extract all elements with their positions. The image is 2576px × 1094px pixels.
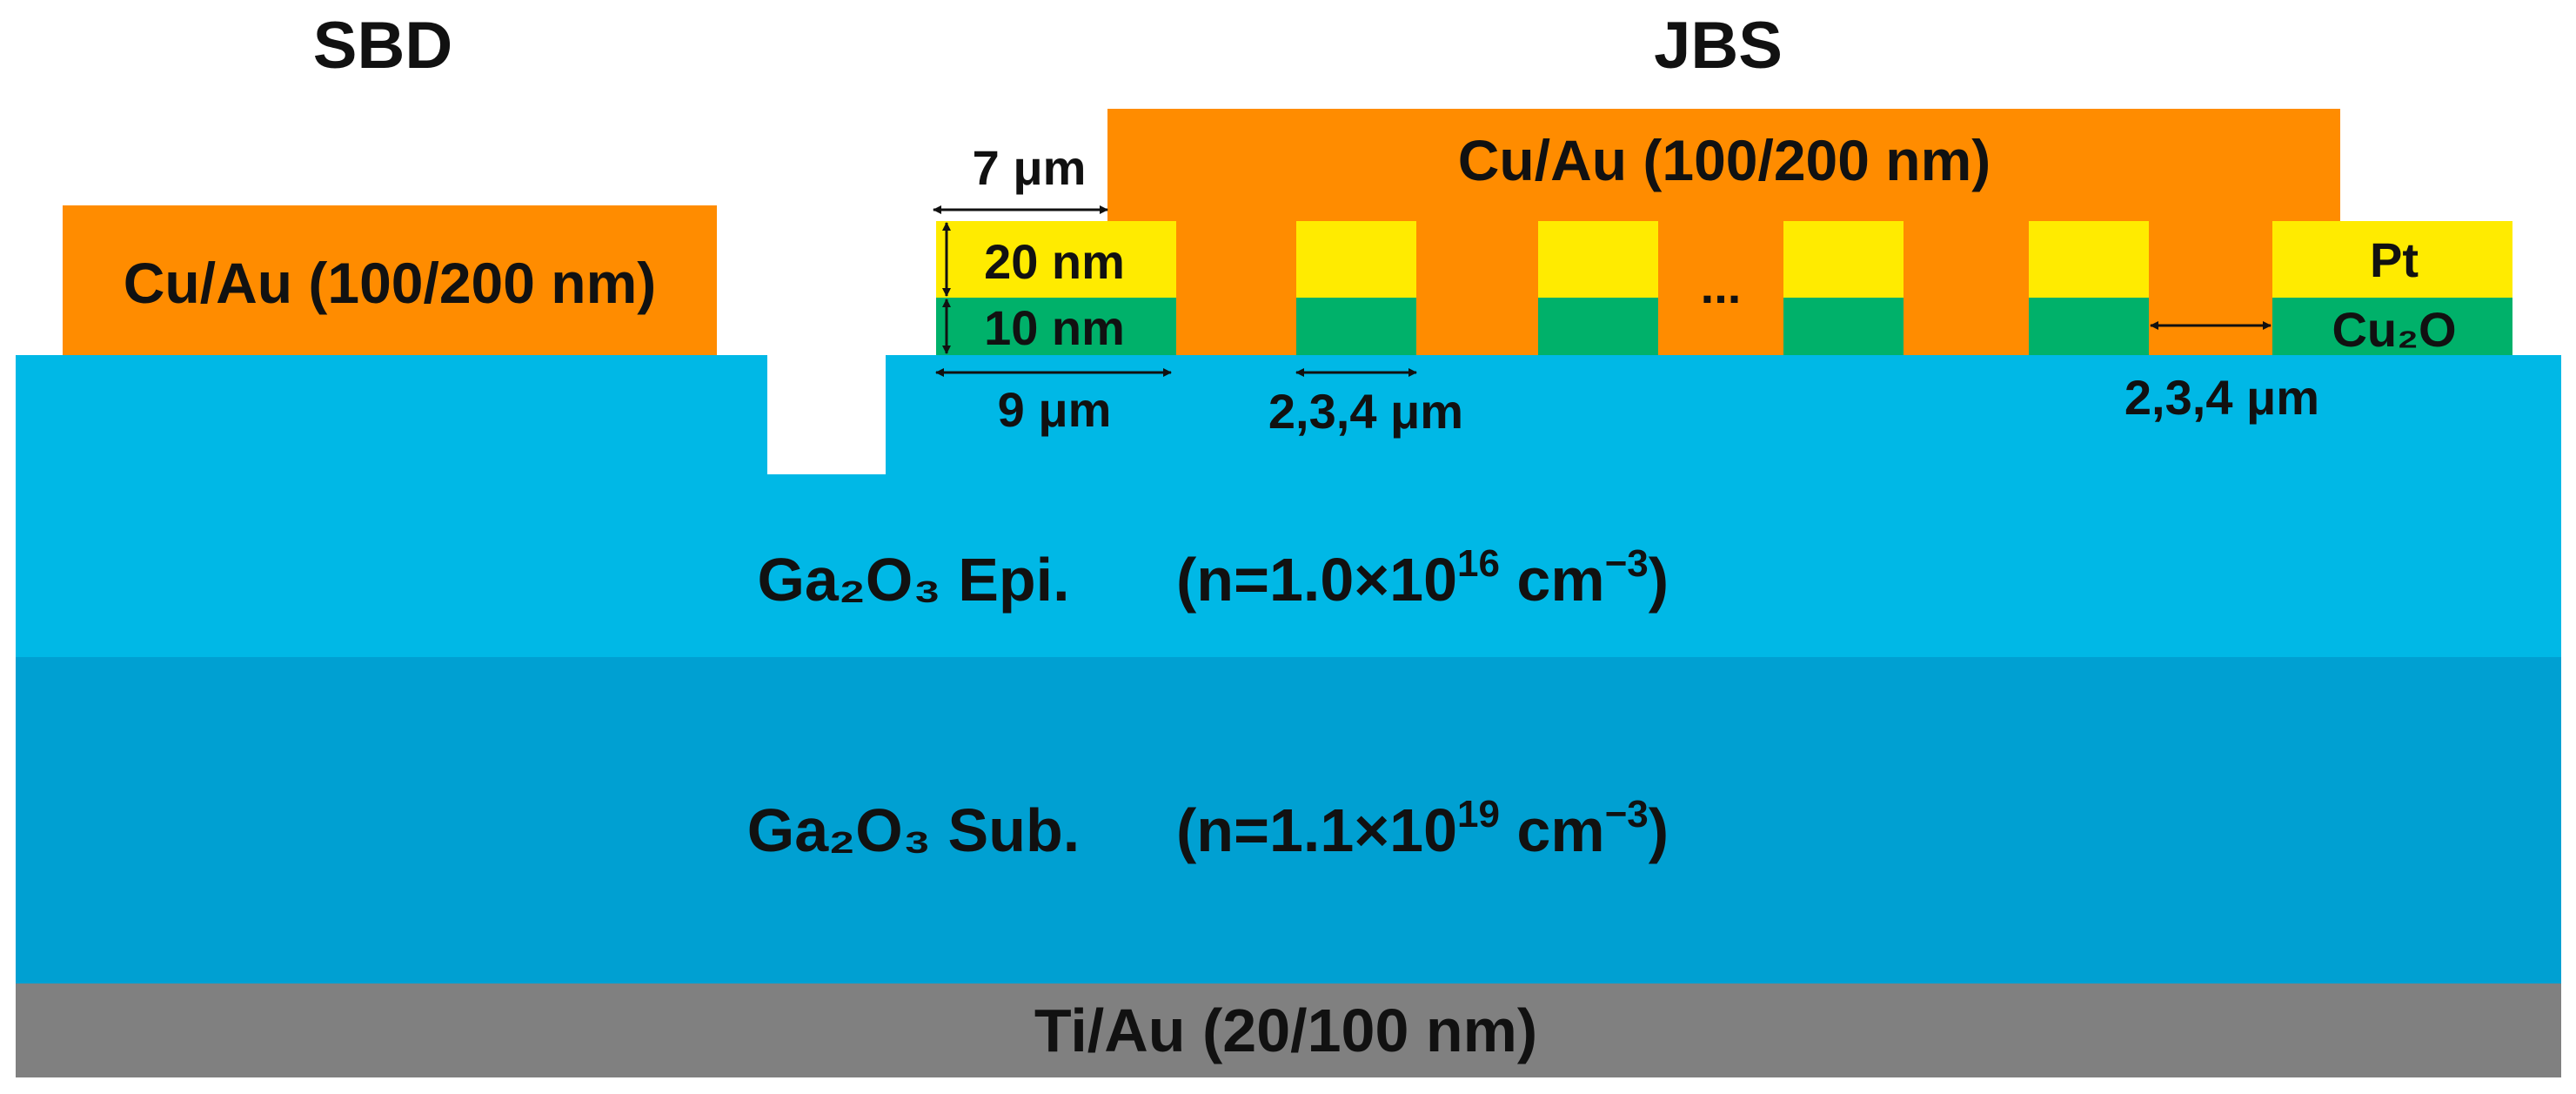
jbs-title: JBS — [1654, 9, 1783, 83]
ga2o3-substrate-layer — [16, 657, 2561, 983]
spacing-label: 2,3,4 μm — [2124, 370, 2319, 425]
pillar-1 — [936, 221, 1176, 355]
ellipsis-label: ... — [1701, 258, 1742, 313]
epi-material-label: Ga₂O₃ Epi. — [757, 546, 1069, 614]
pillar-width-label: 2,3,4 μm — [1268, 384, 1463, 439]
overlap-dimension-label: 7 μm — [973, 140, 1087, 195]
cu2o-label: Cu₂O — [2332, 302, 2456, 357]
ga2o3-epi-layer — [16, 355, 2561, 657]
jbs-contact-label: Cu/Au (100/200 nm) — [1458, 128, 1991, 192]
pillar-3 — [1538, 221, 1658, 355]
backside-contact-label: Ti/Au (20/100 nm) — [1034, 997, 1537, 1064]
pillar-edge — [2272, 221, 2512, 355]
sbd-contact-label: Cu/Au (100/200 nm) — [124, 251, 657, 315]
pt-label: Pt — [2370, 232, 2419, 287]
cu2o-thickness-label: 10 nm — [984, 300, 1125, 355]
pillar-4 — [1783, 221, 1904, 355]
epi-doping-label: (n=1.0×1016 cm−3) — [1176, 542, 1669, 614]
ti-au-backside-layer — [16, 983, 2561, 1077]
sub-material-label: Ga₂O₃ Sub. — [747, 796, 1080, 864]
first-pillar-width-label: 9 μm — [998, 382, 1112, 437]
sbd-title: SBD — [313, 9, 452, 83]
sub-doping-label: (n=1.1×1019 cm−3) — [1176, 793, 1669, 864]
pillar-5 — [2029, 221, 2149, 355]
pt-thickness-label: 20 nm — [984, 234, 1125, 289]
sbd-cu-au-contact — [63, 205, 717, 355]
pillar-2 — [1296, 221, 1416, 355]
